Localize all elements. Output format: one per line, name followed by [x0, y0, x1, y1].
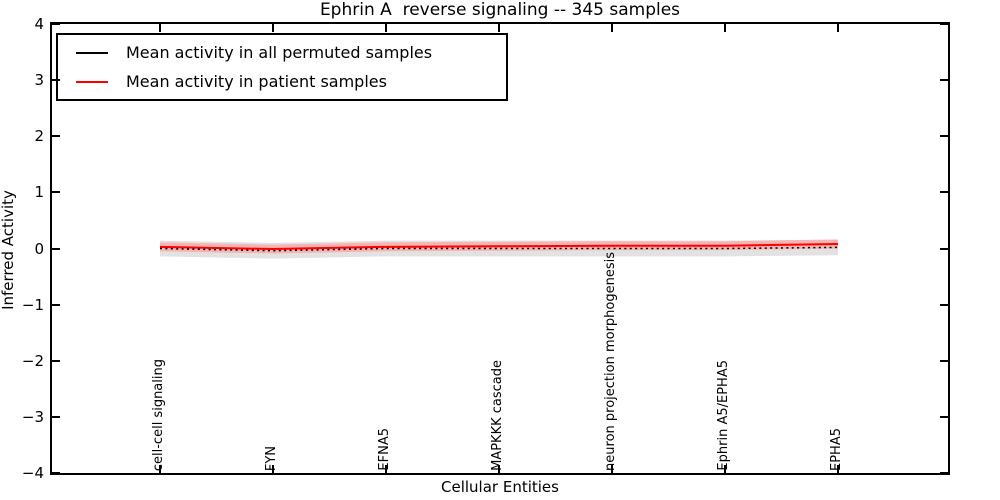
y-axis-tick: [940, 191, 948, 194]
y-axis-tick: [940, 359, 948, 362]
x-tick-label: MAPKKK cascade: [490, 360, 505, 471]
legend-item-label: Mean activity in all permuted samples: [126, 43, 433, 62]
y-tick-label: −3: [21, 407, 44, 426]
x-axis-tick: [272, 24, 274, 32]
x-axis-tick: [272, 465, 274, 473]
y-axis-tick: [940, 23, 948, 25]
y-axis-tick: [52, 247, 60, 250]
x-tick-label: EFNA5: [377, 428, 392, 471]
y-axis-tick: [52, 472, 60, 474]
x-tick-label: Ephrin A5/EPHA5: [716, 360, 731, 471]
y-axis-tick: [940, 472, 948, 474]
y-tick-label: 0: [34, 239, 44, 258]
x-axis-tick: [724, 24, 726, 32]
legend: Mean activity in all permuted samples Mea…: [56, 33, 508, 101]
y-axis-tick: [940, 415, 948, 418]
x-axis-tick: [385, 24, 387, 32]
legend-item-label: Mean activity in patient samples: [126, 72, 387, 91]
legend-line-sample: [76, 51, 108, 54]
x-axis-tick: [837, 465, 839, 473]
y-tick-label: −4: [21, 464, 44, 482]
y-axis-tick: [940, 135, 948, 138]
y-tick-label: −1: [21, 295, 44, 314]
y-tick-label: −2: [21, 351, 44, 370]
x-axis-tick: [724, 465, 726, 473]
x-tick-label: cell-cell signaling: [151, 358, 166, 471]
x-tick-label: FYN: [264, 445, 279, 471]
x-tick-label: EPHA5: [829, 428, 844, 471]
x-axis-tick: [611, 465, 613, 473]
y-axis-tick: [52, 23, 60, 25]
legend-item: Mean activity in all permuted samples: [58, 38, 506, 67]
chart-canvas: [159, 239, 839, 259]
patient-mean-line: [159, 243, 839, 251]
x-axis-tick: [837, 24, 839, 32]
chart-title: Ephrin A reverse signaling -- 345 sample…: [319, 0, 681, 20]
y-axis-tick: [940, 303, 948, 306]
legend-item: Mean activity in patient samples: [58, 67, 506, 96]
y-axis-tick: [52, 303, 60, 306]
y-tick-label: 1: [34, 183, 44, 202]
y-axis-tick: [52, 191, 60, 194]
y-axis-tick: [52, 79, 60, 82]
y-tick-label: 3: [34, 71, 44, 90]
legend-line-sample: [76, 80, 108, 83]
y-axis-tick: [52, 135, 60, 138]
y-axis-tick: [940, 79, 948, 82]
y-axis-tick: [52, 415, 60, 418]
y-axis-tick: [940, 247, 948, 250]
y-axis-tick: [52, 359, 60, 362]
x-axis-tick: [159, 465, 161, 473]
y-tick-label: 2: [34, 127, 44, 146]
x-axis-tick: [611, 24, 613, 32]
x-axis-label: Cellular Entities: [441, 478, 559, 496]
x-axis-tick: [385, 465, 387, 473]
x-axis-tick: [498, 24, 500, 32]
y-tick-label: 4: [34, 15, 44, 33]
plot-area: Mean activity in all permuted samples Mea…: [50, 22, 950, 475]
x-axis-tick: [498, 465, 500, 473]
x-axis-tick: [159, 24, 161, 32]
x-tick-label: neuron projection morphogenesis: [603, 252, 618, 471]
